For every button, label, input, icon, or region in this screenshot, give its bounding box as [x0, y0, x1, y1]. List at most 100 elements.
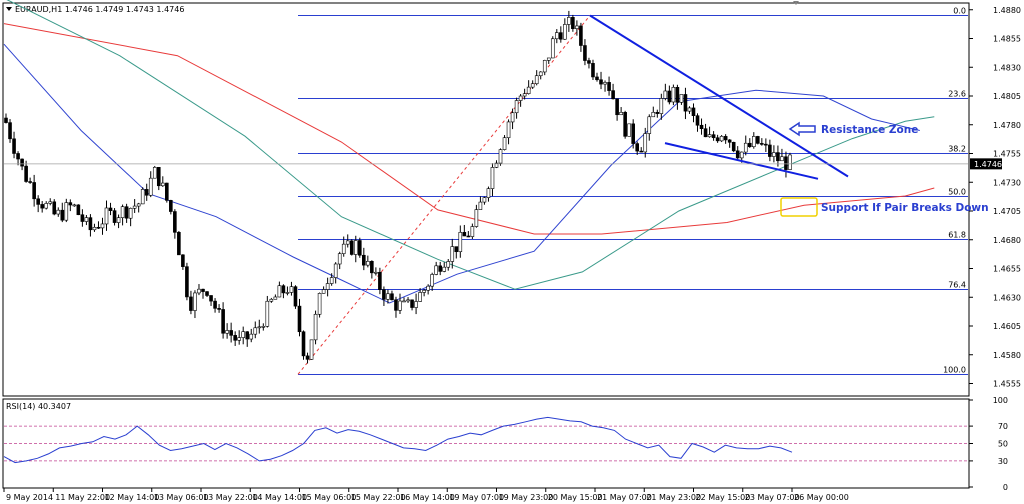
bull-candle	[132, 205, 137, 209]
time-tick-label: 9 May 2014	[6, 493, 53, 502]
chart-shift-marker-icon[interactable]	[793, 1, 799, 5]
bull-candle	[502, 137, 507, 150]
bear-candle	[583, 45, 587, 61]
bull-candle	[542, 60, 547, 73]
bull-candle	[309, 339, 314, 360]
fib-level-label: 38.2	[948, 145, 966, 154]
bull-candle	[116, 217, 121, 223]
price-tick-label: 1.4605	[993, 322, 1021, 331]
bull-candle	[100, 223, 105, 229]
bull-candle	[193, 292, 197, 311]
bear-candle	[124, 206, 129, 219]
rsi-tick-label: 100	[993, 396, 1008, 405]
bull-candle	[374, 271, 378, 274]
bull-candle	[345, 240, 350, 245]
bear-candle	[695, 115, 700, 126]
bear-candle	[112, 210, 117, 223]
bull-candle	[120, 206, 125, 218]
bull-candle	[237, 337, 241, 341]
price-tick-label: 1.4780	[993, 121, 1021, 130]
fib-level-label: 76.4	[948, 281, 966, 290]
bear-candle	[362, 254, 366, 266]
time-tick-label: 11 May 22:00	[55, 493, 110, 502]
bull-candle	[659, 98, 664, 114]
bear-candle	[28, 181, 32, 183]
time-tick-label: 15 May 22:00	[351, 493, 406, 502]
bull-candle	[619, 112, 623, 116]
bull-candle	[486, 188, 491, 198]
bear-candle	[727, 139, 732, 143]
bull-candle	[478, 201, 483, 210]
bear-candle	[768, 144, 772, 157]
bear-candle	[205, 291, 209, 296]
bull-candle	[687, 107, 692, 112]
time-tick-label: 13 May 22:00	[203, 493, 258, 502]
bear-candle	[747, 142, 752, 147]
bull-candle	[136, 203, 141, 207]
bear-candle	[189, 296, 193, 311]
bull-candle	[554, 32, 559, 40]
fib-level-label: 0.0	[953, 7, 966, 16]
fib-level-label: 50.0	[948, 188, 966, 197]
bear-candle	[764, 143, 768, 146]
bull-candle	[414, 301, 418, 308]
support-label: Support If Pair Breaks Down	[821, 202, 989, 214]
bear-candle	[185, 266, 189, 298]
bull-candle	[494, 162, 499, 168]
bear-candle	[667, 90, 672, 103]
bull-candle	[341, 243, 346, 254]
bear-candle	[711, 134, 716, 139]
bear-candle	[16, 153, 20, 160]
resistance-zone-label: Resistance Zone	[821, 124, 918, 136]
bull-candle	[241, 331, 246, 338]
bull-candle	[337, 253, 342, 265]
bull-candle	[627, 123, 631, 137]
support-zone-box	[780, 197, 818, 217]
bear-candle	[68, 202, 73, 206]
bull-candle	[398, 300, 402, 311]
price-tick-label: 1.4705	[993, 207, 1021, 216]
support-annotation: Support If Pair Breaks Down	[780, 197, 989, 217]
bear-candle	[357, 240, 362, 256]
bull-candle	[530, 83, 535, 88]
bull-candle	[526, 86, 531, 94]
time-tick-label: 20 May 15:00	[548, 493, 603, 502]
bear-candle	[394, 299, 398, 311]
fib-level-label: 61.8	[948, 231, 966, 240]
bull-candle	[482, 197, 487, 203]
upper-trendline	[589, 14, 849, 178]
price-tick-label: 1.4855	[993, 35, 1021, 44]
bear-candle	[462, 232, 467, 237]
bull-candle	[538, 71, 543, 77]
lower-trendline	[664, 142, 819, 180]
bear-candle	[32, 182, 36, 200]
bear-candle	[297, 305, 302, 333]
bear-candle	[165, 182, 169, 201]
bear-candle	[80, 214, 85, 222]
bull-candle	[470, 226, 475, 237]
bear-candle	[156, 167, 161, 187]
bear-candle	[60, 209, 65, 221]
bull-candle	[450, 246, 455, 262]
bear-candle	[591, 63, 595, 78]
bull-candle	[474, 209, 479, 227]
bull-candle	[426, 285, 430, 291]
bear-candle	[635, 143, 640, 152]
moving-average-line	[6, 0, 935, 290]
bear-candle	[88, 217, 93, 231]
bull-candle	[603, 82, 607, 85]
price-tick-label: 1.4755	[993, 150, 1021, 159]
current-price-marker: 1.4746	[970, 158, 1002, 170]
bear-candle	[169, 200, 173, 212]
bear-candle	[631, 123, 635, 144]
price-tick-label: 1.4580	[993, 351, 1021, 360]
bull-candle	[575, 25, 579, 29]
left-arrow-icon	[788, 121, 816, 137]
bear-candle	[595, 76, 599, 81]
current-price-box	[970, 158, 1002, 170]
symbol-dropdown-icon[interactable]	[6, 7, 12, 11]
bull-candle	[788, 154, 792, 170]
bear-candle	[108, 207, 113, 211]
